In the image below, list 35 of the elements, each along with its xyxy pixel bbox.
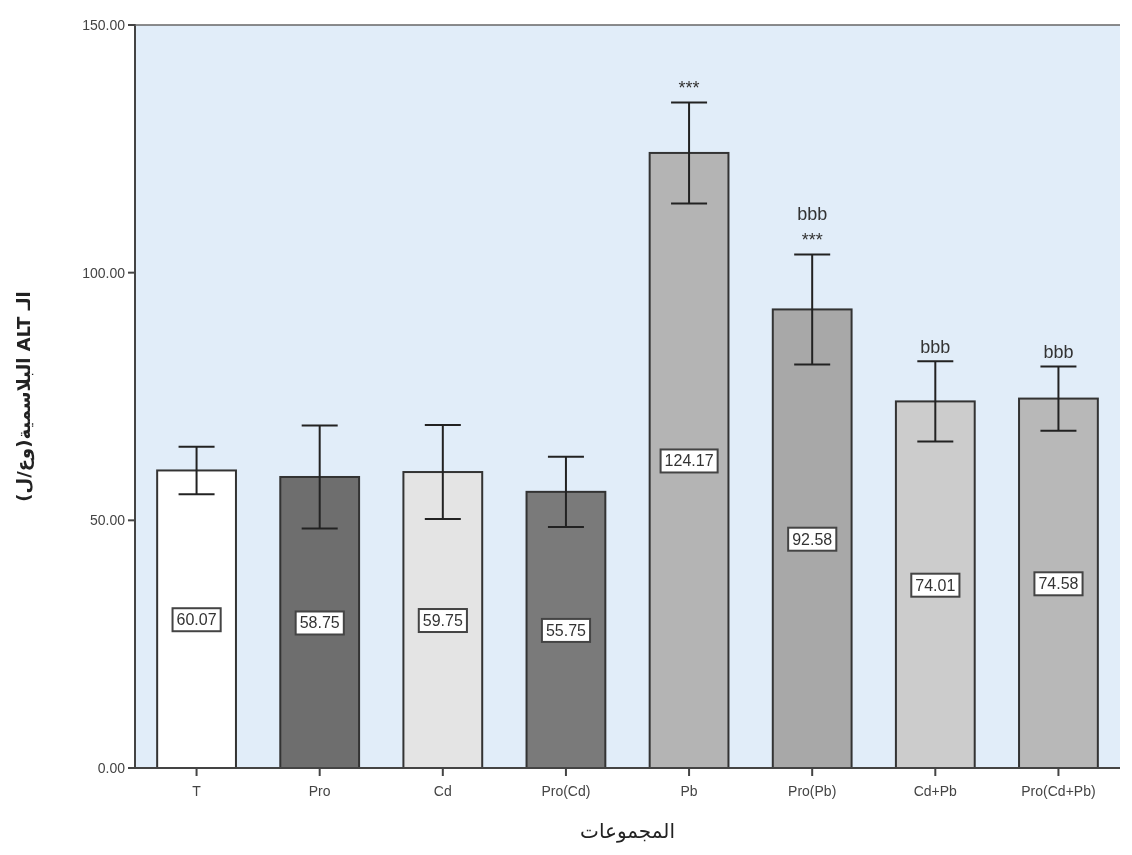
y-tick-label: 150.00	[82, 17, 126, 33]
bar	[156, 469, 237, 769]
bar	[771, 308, 853, 769]
y-tick-label: 100.00	[82, 264, 126, 281]
x-tick-label: Pro(Pb)	[788, 783, 837, 799]
x-tick-label: Cd+Pb	[913, 783, 958, 799]
data-label: 59.75	[422, 612, 463, 630]
data-label: 124.17	[664, 452, 714, 470]
data-label: 60.07	[176, 611, 217, 629]
x-tick-label: Pro(Cd+Pb)	[1021, 783, 1096, 799]
data-label: 55.75	[545, 621, 587, 639]
bar	[894, 400, 976, 769]
bar	[525, 490, 607, 769]
bar	[1018, 397, 1099, 769]
x-tick-label: Pro	[308, 783, 331, 799]
y-tick-label: 50.00	[89, 512, 126, 529]
data-label: 74.58	[1038, 575, 1079, 593]
bar	[648, 151, 730, 769]
y-axis-title: الـ ALT البلاسمية(وع/ل)	[13, 291, 35, 502]
x-axis-title: المجموعات	[580, 819, 675, 843]
annotation: bbb	[797, 204, 828, 225]
y-tick-label: 0.00	[97, 760, 126, 776]
data-label: 92.58	[792, 530, 833, 548]
annotation: bbb	[1043, 342, 1074, 363]
x-tick-label: Pb	[680, 783, 698, 799]
annotation: bbb	[920, 337, 951, 358]
annotation: ***	[678, 78, 700, 99]
data-label: 74.01	[915, 576, 956, 594]
data-label: 58.75	[299, 614, 340, 632]
bar	[279, 475, 361, 769]
x-tick-label: Cd	[433, 783, 452, 799]
x-tick-label: T	[192, 783, 202, 799]
x-tick-label: Pro(Cd)	[541, 783, 591, 799]
annotation: ***	[801, 230, 823, 251]
bar	[402, 471, 484, 769]
